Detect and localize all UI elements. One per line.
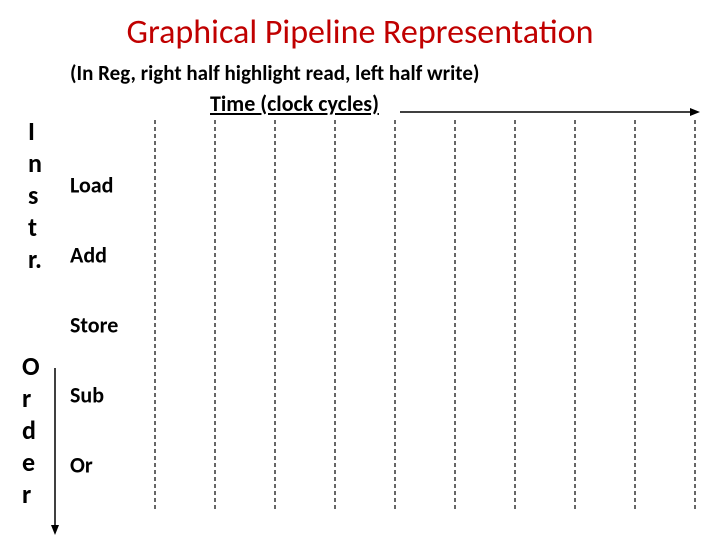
svg-text:I: I	[28, 115, 35, 147]
svg-text:r: r	[22, 382, 31, 414]
svg-text:e: e	[22, 446, 35, 478]
svg-text:Add: Add	[70, 241, 107, 268]
page-title: Graphical Pipeline Representation	[0, 12, 720, 53]
svg-text:Store: Store	[70, 311, 118, 338]
time-axis-label: Time (clock cycles)	[210, 90, 379, 117]
svg-text:Or: Or	[70, 451, 93, 478]
svg-text:Load: Load	[70, 171, 113, 198]
svg-text:r: r	[22, 478, 31, 510]
subtitle: (In Reg, right half highlight read, left…	[70, 60, 479, 86]
svg-text:s: s	[28, 179, 38, 211]
svg-text:O: O	[22, 350, 40, 382]
svg-text:r.: r.	[28, 243, 42, 275]
svg-text:d: d	[22, 414, 36, 446]
svg-text:n: n	[28, 147, 42, 179]
svg-text:Sub: Sub	[70, 381, 104, 408]
svg-text:t: t	[28, 211, 37, 243]
